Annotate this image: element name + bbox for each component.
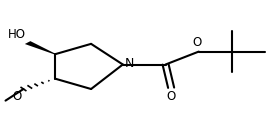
Text: O: O xyxy=(193,36,202,49)
Text: O: O xyxy=(13,90,22,103)
Text: HO: HO xyxy=(8,28,26,41)
Text: N: N xyxy=(125,57,134,70)
Text: O: O xyxy=(166,90,176,103)
Polygon shape xyxy=(25,41,56,54)
